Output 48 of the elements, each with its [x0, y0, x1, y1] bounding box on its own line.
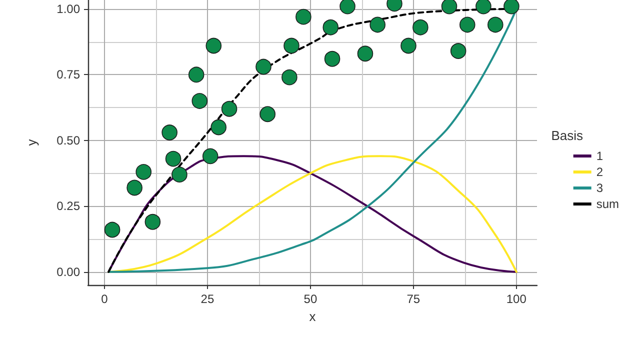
point [476, 0, 492, 14]
point [162, 124, 178, 140]
point [284, 38, 300, 54]
y-tick-label: 0.25 [56, 199, 80, 214]
x-tick-label: 50 [304, 292, 318, 306]
y-tick-label: 0.50 [56, 133, 80, 148]
y-tick-label: 1.00 [56, 2, 80, 16]
point [322, 19, 339, 36]
x-tick-label: 100 [506, 292, 527, 306]
point [400, 38, 416, 54]
point [256, 58, 272, 75]
x-tick-label: 0 [101, 292, 108, 306]
point [221, 100, 238, 117]
point [192, 93, 208, 109]
point [357, 46, 374, 62]
point [282, 69, 298, 86]
point [104, 222, 120, 238]
point [460, 16, 476, 33]
x-axis-title: x [309, 308, 316, 324]
x-tick-label: 75 [406, 292, 420, 306]
point [210, 119, 226, 136]
point [172, 166, 188, 182]
point [488, 16, 504, 33]
y-tick-label: 0.75 [56, 68, 80, 82]
y-axis-title: y [24, 138, 39, 146]
point [165, 150, 182, 167]
point [260, 106, 276, 122]
legend-title: Basis [551, 128, 584, 143]
point [324, 50, 340, 67]
point [206, 38, 222, 54]
y-tick-label: 0.00 [56, 264, 80, 279]
point [136, 164, 152, 180]
legend-label: sum [596, 197, 620, 211]
point [412, 19, 428, 36]
legend-label: 2 [596, 165, 604, 179]
point [504, 0, 520, 14]
point [370, 16, 386, 33]
point [340, 0, 356, 14]
point [188, 66, 204, 83]
point [441, 0, 458, 14]
x-tick-label: 25 [200, 292, 214, 306]
point [126, 180, 142, 196]
point [450, 43, 466, 59]
point [202, 148, 218, 164]
point [144, 214, 161, 230]
legend-label: 1 [596, 149, 604, 163]
legend-label: 3 [596, 181, 604, 195]
point [296, 8, 312, 25]
